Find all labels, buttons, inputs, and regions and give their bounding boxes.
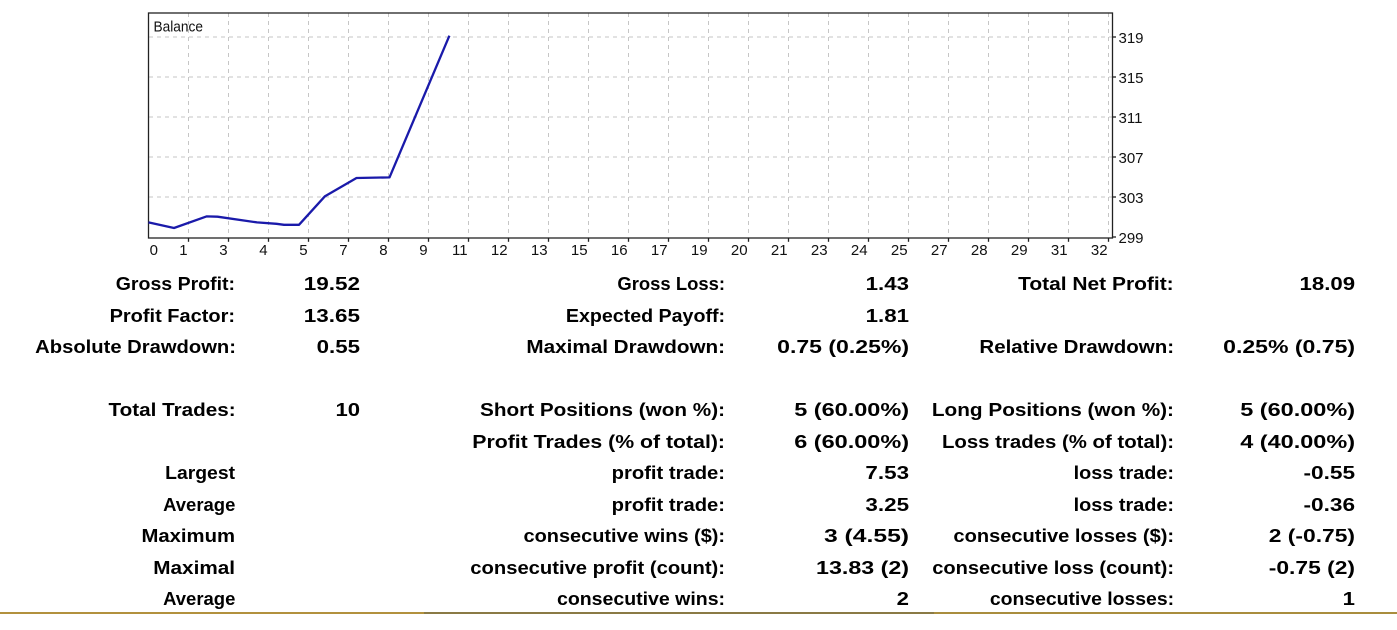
svg-text:28: 28 (971, 242, 988, 259)
svg-text:25: 25 (891, 242, 908, 259)
svg-text:311: 311 (1119, 110, 1143, 127)
svg-text:307: 307 (1119, 150, 1144, 167)
svg-text:9: 9 (419, 242, 427, 259)
svg-text:19: 19 (691, 242, 708, 259)
svg-text:3: 3 (219, 242, 227, 259)
svg-text:16: 16 (611, 242, 628, 259)
svg-text:24: 24 (851, 242, 868, 259)
svg-text:315: 315 (1119, 70, 1144, 87)
svg-text:5: 5 (299, 242, 307, 259)
svg-text:299: 299 (1119, 230, 1144, 247)
svg-text:12: 12 (491, 242, 508, 259)
svg-text:11: 11 (452, 242, 468, 259)
svg-text:23: 23 (811, 242, 828, 259)
svg-text:7: 7 (339, 242, 347, 259)
svg-text:4: 4 (259, 242, 267, 259)
svg-text:0: 0 (150, 242, 158, 259)
svg-text:21: 21 (771, 242, 788, 259)
svg-text:27: 27 (931, 242, 948, 259)
svg-text:Balance: Balance (154, 19, 204, 36)
svg-text:20: 20 (731, 242, 748, 259)
svg-text:303: 303 (1119, 190, 1144, 207)
svg-text:13: 13 (531, 242, 548, 259)
svg-text:32: 32 (1091, 242, 1108, 259)
svg-text:29: 29 (1011, 242, 1028, 259)
svg-text:17: 17 (651, 242, 668, 259)
svg-text:31: 31 (1051, 242, 1068, 259)
svg-text:319: 319 (1119, 30, 1144, 47)
svg-text:1: 1 (179, 242, 187, 259)
svg-text:15: 15 (571, 242, 588, 259)
svg-text:8: 8 (379, 242, 387, 259)
